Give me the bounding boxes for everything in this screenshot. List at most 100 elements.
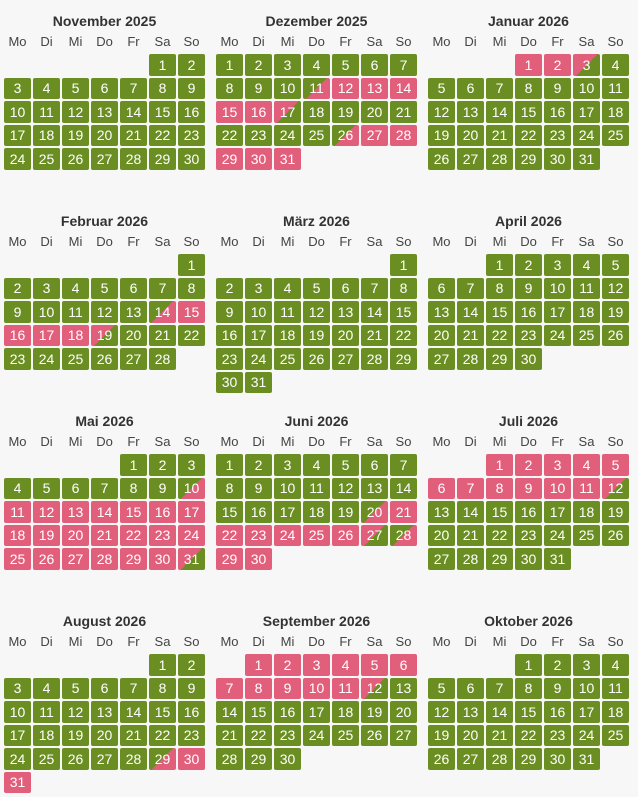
day-available[interactable]: 22 <box>178 324 205 346</box>
day-available[interactable]: 10 <box>573 677 600 699</box>
day-available[interactable]: 24 <box>573 124 600 146</box>
day-available[interactable]: 26 <box>303 348 330 370</box>
day-available[interactable]: 5 <box>332 54 359 76</box>
day-booked[interactable]: 3 <box>544 454 571 476</box>
day-departure[interactable]: 19 <box>91 324 118 346</box>
day-available[interactable]: 15 <box>515 101 542 123</box>
day-available[interactable]: 22 <box>486 524 513 546</box>
day-available[interactable]: 20 <box>91 724 118 746</box>
day-available[interactable]: 14 <box>457 501 484 523</box>
day-available[interactable]: 2 <box>515 254 542 276</box>
day-available[interactable]: 12 <box>332 477 359 499</box>
day-available[interactable]: 19 <box>303 324 330 346</box>
day-available[interactable]: 3 <box>4 77 31 99</box>
day-available[interactable]: 30 <box>274 748 301 770</box>
day-available[interactable]: 28 <box>149 348 176 370</box>
day-available[interactable]: 27 <box>390 724 417 746</box>
day-booked[interactable]: 30 <box>245 148 272 170</box>
day-booked[interactable]: 1 <box>245 654 272 676</box>
day-available[interactable]: 17 <box>573 101 600 123</box>
day-available[interactable]: 21 <box>457 524 484 546</box>
day-available[interactable]: 30 <box>216 371 243 393</box>
day-available[interactable]: 11 <box>602 677 629 699</box>
day-arrival[interactable]: 11 <box>303 77 330 99</box>
day-available[interactable]: 8 <box>390 277 417 299</box>
day-available[interactable]: 23 <box>274 724 301 746</box>
day-available[interactable]: 14 <box>361 301 388 323</box>
day-booked[interactable]: 11 <box>4 501 31 523</box>
day-available[interactable]: 26 <box>602 524 629 546</box>
day-available[interactable]: 12 <box>62 101 89 123</box>
day-available[interactable]: 12 <box>91 301 118 323</box>
day-available[interactable]: 18 <box>33 124 60 146</box>
day-booked[interactable]: 7 <box>216 677 243 699</box>
day-available[interactable]: 19 <box>602 301 629 323</box>
day-available[interactable]: 4 <box>4 477 31 499</box>
day-available[interactable]: 20 <box>457 124 484 146</box>
day-booked[interactable]: 6 <box>390 654 417 676</box>
day-available[interactable]: 17 <box>544 501 571 523</box>
day-available[interactable]: 15 <box>515 701 542 723</box>
day-available[interactable]: 3 <box>274 454 301 476</box>
day-available[interactable]: 18 <box>33 724 60 746</box>
day-available[interactable]: 16 <box>544 701 571 723</box>
day-available[interactable]: 24 <box>274 124 301 146</box>
day-booked[interactable]: 14 <box>390 77 417 99</box>
day-available[interactable]: 2 <box>4 277 31 299</box>
day-available[interactable]: 4 <box>62 277 89 299</box>
day-available[interactable]: 28 <box>216 748 243 770</box>
day-available[interactable]: 7 <box>361 277 388 299</box>
day-available[interactable]: 23 <box>178 124 205 146</box>
day-available[interactable]: 7 <box>486 677 513 699</box>
day-booked[interactable]: 3 <box>303 654 330 676</box>
day-available[interactable]: 19 <box>428 124 455 146</box>
day-available[interactable]: 23 <box>178 724 205 746</box>
day-booked[interactable]: 19 <box>33 524 60 546</box>
day-available[interactable]: 14 <box>390 477 417 499</box>
day-available[interactable]: 26 <box>62 748 89 770</box>
day-available[interactable]: 6 <box>428 277 455 299</box>
day-available[interactable]: 3 <box>274 54 301 76</box>
day-booked[interactable]: 4 <box>573 454 600 476</box>
day-available[interactable]: 11 <box>62 301 89 323</box>
day-available[interactable]: 31 <box>573 148 600 170</box>
day-available[interactable]: 4 <box>33 677 60 699</box>
day-available[interactable]: 20 <box>361 101 388 123</box>
day-available[interactable]: 9 <box>515 277 542 299</box>
day-available[interactable]: 21 <box>149 324 176 346</box>
day-available[interactable]: 3 <box>178 454 205 476</box>
day-available[interactable]: 5 <box>62 77 89 99</box>
day-available[interactable]: 9 <box>216 301 243 323</box>
day-booked[interactable]: 2 <box>515 454 542 476</box>
day-available[interactable]: 20 <box>91 124 118 146</box>
day-booked[interactable]: 27 <box>62 548 89 570</box>
day-available[interactable]: 14 <box>486 101 513 123</box>
day-departure[interactable]: 3 <box>573 54 600 76</box>
day-booked[interactable]: 31 <box>274 148 301 170</box>
day-available[interactable]: 23 <box>515 524 542 546</box>
day-available[interactable]: 16 <box>515 501 542 523</box>
day-available[interactable]: 22 <box>486 324 513 346</box>
day-available[interactable]: 23 <box>4 348 31 370</box>
day-booked[interactable]: 17 <box>178 501 205 523</box>
day-available[interactable]: 25 <box>62 348 89 370</box>
day-booked[interactable]: 26 <box>33 548 60 570</box>
day-available[interactable]: 3 <box>245 277 272 299</box>
day-available[interactable]: 18 <box>303 101 330 123</box>
day-available[interactable]: 31 <box>544 548 571 570</box>
day-available[interactable]: 13 <box>428 301 455 323</box>
day-available[interactable]: 8 <box>515 77 542 99</box>
day-available[interactable]: 1 <box>149 54 176 76</box>
day-available[interactable]: 28 <box>120 748 147 770</box>
day-available[interactable]: 23 <box>245 124 272 146</box>
day-available[interactable]: 26 <box>428 748 455 770</box>
day-available[interactable]: 12 <box>428 101 455 123</box>
day-available[interactable]: 28 <box>120 148 147 170</box>
day-available[interactable]: 16 <box>544 101 571 123</box>
day-available[interactable]: 1 <box>515 654 542 676</box>
day-available[interactable]: 15 <box>216 501 243 523</box>
day-available[interactable]: 2 <box>178 54 205 76</box>
day-available[interactable]: 14 <box>216 701 243 723</box>
day-available[interactable]: 8 <box>149 77 176 99</box>
day-available[interactable]: 13 <box>120 301 147 323</box>
